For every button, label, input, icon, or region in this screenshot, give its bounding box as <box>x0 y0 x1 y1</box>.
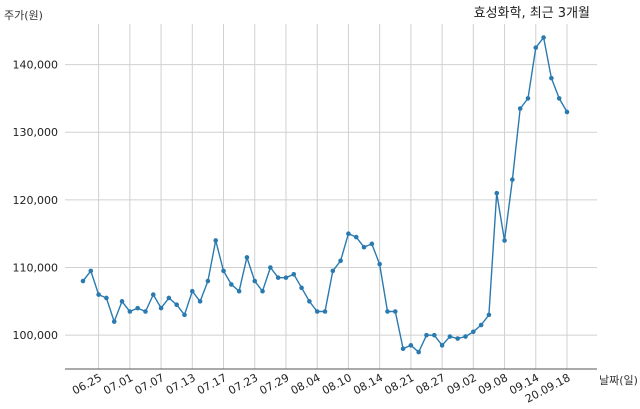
x-tick-label: 08.21 <box>382 371 416 397</box>
price-point <box>377 261 382 267</box>
price-point <box>221 268 226 274</box>
price-point <box>283 275 289 280</box>
grid-lines <box>65 24 597 369</box>
price-point <box>478 322 484 328</box>
price-point <box>275 275 281 280</box>
price-point <box>236 288 242 294</box>
y-tick-labels: 100,000 110,000 120,000 130,000 140,000 <box>13 59 59 343</box>
price-point <box>268 265 273 270</box>
price-point <box>353 234 359 240</box>
x-axis-label: 날짜(일) <box>599 373 638 387</box>
price-point <box>447 334 453 339</box>
price-point <box>197 299 203 304</box>
price-point <box>486 312 492 318</box>
price-point <box>424 332 429 338</box>
x-tick-label: 07.23 <box>226 371 260 397</box>
price-point <box>502 238 507 243</box>
price-point <box>104 295 109 301</box>
price-point <box>564 109 570 115</box>
price-point <box>517 106 523 111</box>
price-point <box>455 336 461 341</box>
price-point <box>80 278 86 284</box>
price-point <box>143 309 148 314</box>
price-point <box>439 343 445 348</box>
price-point <box>361 244 367 250</box>
x-tick-label: 08.10 <box>320 371 354 397</box>
price-point <box>189 288 195 294</box>
y-axis-label: 주가(원) <box>4 9 43 22</box>
x-tick-label: 07.17 <box>195 371 229 397</box>
x-tick-label: 07.01 <box>101 371 135 397</box>
x-tick-label: 07.29 <box>257 371 291 397</box>
price-point <box>291 271 297 277</box>
price-point <box>158 305 164 311</box>
price-point <box>400 346 406 352</box>
price-point <box>541 35 546 40</box>
price-point <box>494 190 500 196</box>
y-tick-label: 120,000 <box>13 194 59 207</box>
price-line <box>82 35 568 354</box>
price-point <box>252 278 258 284</box>
price-point <box>174 302 179 308</box>
price-point <box>135 305 140 311</box>
chart-title: 효성화학, 최근 3개월 <box>474 6 590 21</box>
price-point <box>260 288 265 294</box>
price-series <box>82 35 568 354</box>
price-point <box>556 96 562 101</box>
price-point <box>416 349 421 355</box>
price-point <box>213 238 219 243</box>
x-tick-label: 09.08 <box>476 371 510 397</box>
price-point <box>525 96 531 101</box>
price-point <box>533 45 539 50</box>
price-point <box>314 309 320 314</box>
y-tick-label: 130,000 <box>13 126 59 139</box>
price-point <box>229 282 234 287</box>
price-point <box>392 309 398 314</box>
x-tick-label: 08.14 <box>351 371 385 397</box>
y-tick-label: 140,000 <box>13 59 59 72</box>
x-tick-label: 09.02 <box>445 371 479 397</box>
price-point <box>510 177 515 182</box>
x-tick-label: 06.25 <box>70 371 104 397</box>
y-tick-label: 100,000 <box>13 329 59 342</box>
price-point <box>127 309 133 314</box>
x-tick-label: 07.13 <box>164 371 198 397</box>
price-point <box>166 295 172 301</box>
price-point <box>182 312 187 318</box>
price-point <box>346 231 351 237</box>
price-point <box>88 268 94 274</box>
price-point <box>338 258 343 264</box>
y-tick-label: 110,000 <box>13 262 59 275</box>
price-point <box>307 299 312 304</box>
price-points <box>80 35 570 355</box>
price-point <box>244 255 250 260</box>
price-point <box>322 309 328 314</box>
price-point <box>205 278 211 284</box>
x-tick-label: 08.27 <box>414 371 448 397</box>
price-point <box>299 285 304 291</box>
price-point <box>119 299 125 304</box>
price-point <box>150 292 156 297</box>
price-point <box>408 343 414 348</box>
x-tick-label: 07.07 <box>133 371 167 397</box>
price-point <box>111 319 117 324</box>
price-point <box>431 332 437 338</box>
x-tick-label: 08.04 <box>289 371 323 397</box>
price-point <box>96 292 101 297</box>
price-point <box>471 329 476 335</box>
price-point <box>369 241 375 247</box>
x-tick-labels: 06.2507.0107.0707.1307.1707.2307.2908.04… <box>70 371 572 405</box>
price-point <box>463 334 468 339</box>
price-point <box>385 309 390 314</box>
price-point <box>330 268 336 274</box>
price-point <box>549 75 554 81</box>
